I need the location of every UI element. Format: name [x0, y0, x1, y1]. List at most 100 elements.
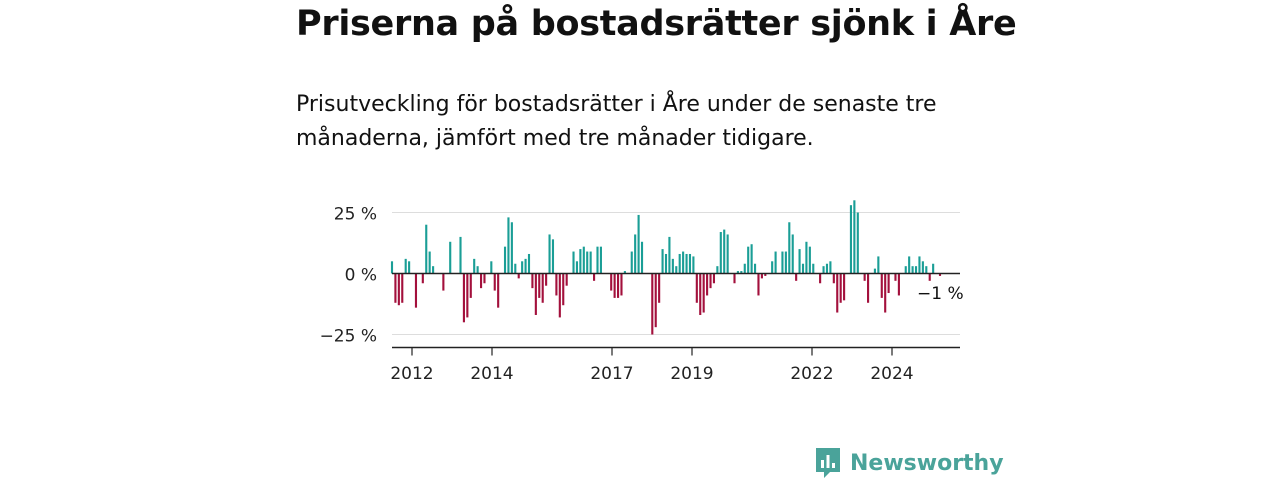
- bar: [548, 234, 551, 274]
- bar: [712, 273, 716, 284]
- bar: [555, 273, 558, 296]
- bar: [562, 273, 565, 306]
- x-tick-label: 2017: [590, 364, 633, 384]
- bar: [538, 273, 541, 298]
- bar: [462, 273, 465, 323]
- bar: [843, 273, 846, 301]
- bar: [873, 268, 876, 274]
- bar: [904, 266, 907, 274]
- bar: [928, 273, 931, 281]
- bar: [791, 234, 794, 274]
- bar: [658, 273, 661, 303]
- bar: [675, 266, 678, 274]
- bar: [760, 273, 763, 279]
- bar: [863, 273, 866, 281]
- bar: [623, 271, 626, 274]
- bar: [545, 273, 548, 286]
- bar: [702, 273, 705, 313]
- bar: [565, 273, 568, 286]
- bar: [610, 273, 613, 291]
- bar: [497, 273, 500, 308]
- bar: [740, 271, 743, 274]
- bar: [839, 273, 842, 303]
- bar: [911, 266, 914, 274]
- bar: [541, 273, 544, 303]
- last-value-label: −1 %: [917, 284, 964, 304]
- bar: [788, 222, 791, 274]
- x-tick-label: 2012: [390, 364, 433, 384]
- bar: [880, 273, 883, 298]
- bar: [877, 256, 880, 274]
- bar-chart: 25 % 0 % −25 % 2012 2014 2017 2019 2022 2024 −1 %: [320, 200, 964, 384]
- bar: [507, 217, 510, 274]
- bar: [795, 273, 798, 281]
- chart-subtitle: Prisutveckling för bostadsrätter i Åre u…: [296, 92, 937, 151]
- bar: [483, 273, 486, 284]
- bar: [551, 239, 555, 274]
- bar: [938, 273, 942, 276]
- bar: [753, 263, 757, 274]
- bar: [918, 256, 921, 274]
- bar: [908, 256, 911, 274]
- bar: [459, 236, 462, 274]
- bar: [534, 273, 537, 315]
- chart-title: Priserna på bostadsrätter sjönk i Åre: [296, 4, 1017, 44]
- bar: [503, 246, 507, 274]
- x-tick-label: 2014: [470, 364, 513, 384]
- bar: [428, 251, 431, 274]
- bar: [664, 253, 668, 274]
- bar: [750, 244, 753, 274]
- bar: [630, 251, 633, 274]
- bar: [682, 251, 685, 274]
- bar: [836, 273, 839, 313]
- y-tick-label: 25 %: [334, 205, 377, 225]
- bar: [668, 236, 671, 274]
- bar: [479, 273, 483, 289]
- bar: [651, 273, 654, 335]
- bar: [849, 205, 853, 274]
- bar: [473, 258, 476, 274]
- bar: [692, 256, 695, 274]
- bar: [490, 261, 493, 274]
- bar: [521, 261, 524, 274]
- bar: [812, 263, 815, 274]
- bar: [637, 214, 640, 274]
- bar: [716, 266, 719, 274]
- bar: [774, 251, 777, 274]
- bar: [493, 273, 496, 291]
- bar: [613, 273, 616, 298]
- bar: [421, 273, 424, 284]
- bar: [671, 258, 674, 274]
- bar: [593, 273, 596, 281]
- bar: [764, 273, 767, 276]
- bar: [914, 266, 918, 274]
- bar: [514, 263, 517, 274]
- bar: [397, 273, 400, 306]
- bar: [801, 263, 805, 274]
- bar: [757, 273, 760, 296]
- bar: [527, 253, 531, 274]
- bar: [921, 261, 924, 274]
- bar: [798, 249, 801, 274]
- bar: [572, 251, 575, 274]
- bar: [706, 273, 709, 296]
- bar: [390, 261, 394, 274]
- bar: [723, 229, 726, 274]
- bar: [894, 273, 897, 281]
- bar: [466, 273, 469, 318]
- bar: [425, 224, 428, 274]
- bar: [856, 212, 859, 274]
- bar: [825, 263, 829, 274]
- brand-logo: Newsworthy: [814, 446, 1004, 480]
- bar: [596, 246, 599, 274]
- bar: [599, 246, 602, 274]
- bar: [743, 263, 746, 274]
- bar: [832, 273, 835, 284]
- bar: [616, 273, 620, 298]
- x-tick-label: 2024: [870, 364, 913, 384]
- bar: [414, 273, 418, 308]
- bar: [589, 251, 592, 274]
- bar: [805, 241, 808, 274]
- bar: [719, 232, 722, 274]
- bar: [688, 253, 692, 274]
